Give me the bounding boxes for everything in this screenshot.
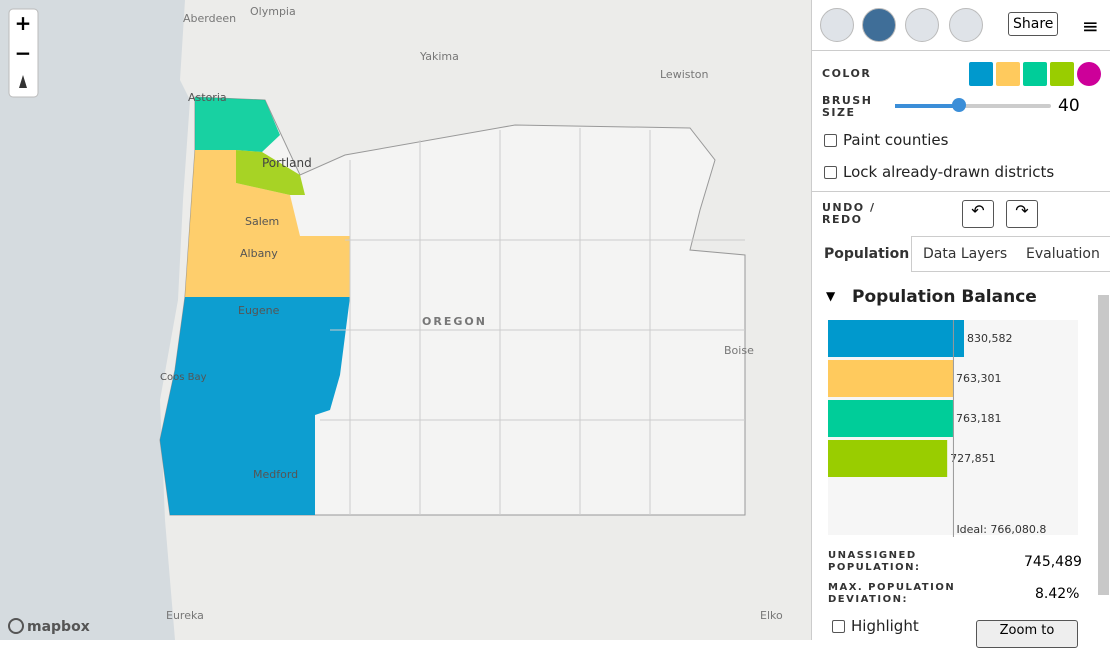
option-label: Lock already-drawn districts [843,163,1055,181]
option-label: Highlight [851,617,919,635]
brush-tool[interactable] [862,8,896,42]
menu[interactable]: ≡ [1082,14,1099,38]
precinct-lines [320,128,745,515]
svg-text:+: + [15,11,32,35]
bar-label: 763,181 [956,412,1002,425]
eraser-tool[interactable] [905,8,939,42]
place: Elko [760,609,783,622]
population-chart: 830,582 763,301 763,181 727,851 Ideal: 766,0… [828,320,1078,537]
color-swatch[interactable] [969,62,993,86]
place-labels: Aberdeen Olympia Yakima Lewiston Astoria… [160,5,783,622]
tab[interactable]: Data Layers [923,246,1008,262]
district-teal [195,97,280,152]
undo-button[interactable]: ↶ [962,200,994,228]
stat-label: MAX. POPULATION DEVIATION: [828,582,956,605]
color-swatch[interactable] [1023,62,1047,86]
highlight-option[interactable]: Highlight [832,617,919,635]
tab[interactable]: Evaluation [1026,246,1100,262]
section-title: Population Balance [852,287,1037,307]
color-label: COLOR [822,67,872,80]
zoom-control[interactable]: + − [8,8,39,98]
bar-label: 763,301 [956,372,1002,385]
bar [828,360,953,397]
bar [828,440,948,477]
place: Lewiston [660,68,709,81]
color-swatch[interactable] [1050,62,1074,86]
brush-value: 40 [1058,96,1080,116]
mapbox-icon [8,618,24,634]
place: Eureka [166,609,204,622]
divider [812,236,1110,237]
divider [812,50,1110,51]
redo-button[interactable]: ↷ [1006,200,1038,228]
color-swatch[interactable] [1077,62,1101,86]
district-green [236,150,305,195]
place: Medford [253,468,298,481]
collapse-arrow[interactable]: ▼ [826,289,836,303]
undo-label: UNDO / REDO [822,201,876,226]
option[interactable]: Paint counties [824,131,948,149]
slider-thumb[interactable] [952,98,966,112]
inspect-tool[interactable] [949,8,983,42]
stat-value: 8.42% [1035,586,1080,602]
place: OREGON [422,315,487,328]
brush-label: BRUSH SIZE [822,94,873,119]
divider [812,191,1110,192]
option-label: Paint counties [843,131,949,149]
svg-text:−: − [15,41,32,65]
bar [828,320,964,357]
zoom-button[interactable]: Zoom to [976,620,1078,648]
slider-track [895,104,1051,108]
district-blue [160,297,350,515]
tab-active-bg [812,236,912,272]
color-swatch[interactable] [996,62,1020,86]
option[interactable]: Lock already-drawn districts [824,163,1054,181]
divider [911,271,1110,272]
share-button[interactable]: Share [1008,12,1059,36]
scrollbar [1098,295,1109,595]
swatches [969,62,1101,86]
place: Portland [262,156,312,170]
ocean [0,0,190,640]
tab[interactable]: Population [824,246,910,262]
place: Coos Bay [160,372,207,383]
place: Albany [240,247,278,260]
bar-label: 830,582 [967,332,1013,345]
place: Salem [245,215,279,228]
ideal-label: Ideal: 766,080.8 [956,523,1046,536]
place: Olympia [250,5,296,18]
mapbox-logo: mapbox [27,619,90,635]
stat-value: 745,489 [1024,554,1082,570]
sidebar: Share ≡ COLOR BRUSH SIZE 40 Paint counti… [811,0,1110,648]
place: Eugene [238,304,280,317]
district-yellow [185,150,350,297]
pan-tool[interactable] [820,8,854,42]
place: Astoria [188,91,227,104]
map[interactable]: Aberdeen Olympia Yakima Lewiston Astoria… [0,0,811,640]
place: Aberdeen [183,12,236,25]
bar [828,400,953,437]
place: Boise [724,344,754,357]
stat-label: UNASSIGNED POPULATION: [828,550,921,573]
bar-label: 727,851 [950,452,996,465]
place: Yakima [419,50,459,63]
